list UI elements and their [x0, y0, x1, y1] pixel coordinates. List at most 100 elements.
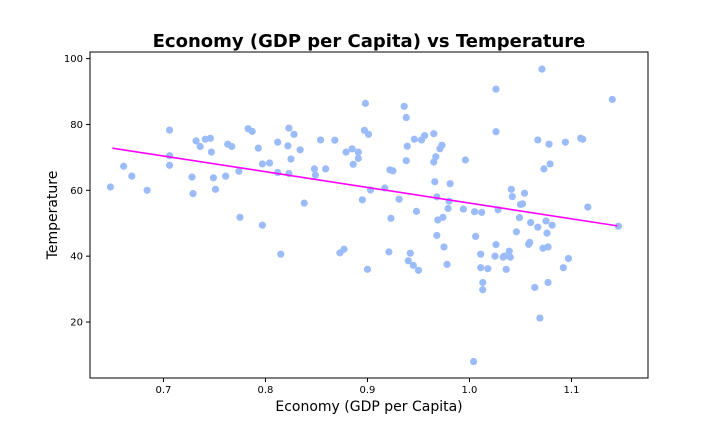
- x-axis: 0.7 0.8 0.9 1.0 1.1: [155, 378, 579, 396]
- data-point: [410, 135, 418, 143]
- data-point: [506, 253, 514, 261]
- data-point: [443, 260, 451, 268]
- y-axis: 20 40 60 80 100: [64, 54, 90, 329]
- plot-frame: [89, 51, 649, 379]
- data-point: [507, 185, 515, 193]
- data-point: [196, 142, 204, 151]
- y-tick-label: 40: [70, 252, 83, 263]
- data-point: [420, 132, 429, 140]
- data-point: [459, 205, 467, 213]
- y-tick-label: 80: [70, 120, 83, 131]
- chart-title: Economy (GDP per Capita) vs Temperature: [153, 31, 586, 52]
- data-point: [540, 165, 548, 173]
- data-point: [500, 252, 508, 260]
- data-point: [165, 161, 174, 169]
- data-point: [544, 278, 552, 287]
- data-point: [472, 232, 480, 241]
- y-tick-label: 60: [70, 186, 83, 197]
- data-point: [479, 278, 487, 287]
- data-point: [404, 257, 412, 265]
- x-tick-label: 0.8: [258, 385, 274, 396]
- x-tick-label: 0.9: [360, 385, 376, 396]
- data-point: [431, 178, 439, 186]
- y-axis-label: Temperature: [45, 171, 61, 261]
- data-point: [106, 183, 115, 191]
- data-point: [512, 228, 521, 236]
- data-point: [354, 148, 362, 156]
- data-point: [209, 174, 218, 182]
- data-point: [258, 221, 266, 229]
- x-tick-label: 1.1: [564, 385, 580, 396]
- data-point: [445, 197, 453, 205]
- data-point: [222, 172, 230, 180]
- data-point: [444, 204, 452, 213]
- data-point: [120, 162, 128, 170]
- data-point: [363, 265, 372, 273]
- data-point: [331, 136, 339, 144]
- data-point: [564, 254, 573, 263]
- data-point: [385, 248, 393, 256]
- data-point: [536, 314, 544, 322]
- data-point: [538, 65, 546, 73]
- data-point: [527, 218, 535, 227]
- data-point: [502, 265, 510, 273]
- data-point: [192, 137, 200, 145]
- data-point: [526, 238, 534, 246]
- data-point: [505, 247, 513, 255]
- data-point: [477, 250, 485, 258]
- y-tick-label: 100: [64, 54, 83, 65]
- data-point: [477, 264, 485, 272]
- data-point: [358, 196, 366, 204]
- data-point: [409, 261, 417, 269]
- data-point: [584, 203, 592, 211]
- data-point: [364, 130, 373, 138]
- data-point: [508, 192, 516, 201]
- data-point: [348, 145, 356, 153]
- data-point: [128, 172, 136, 180]
- data-point: [544, 243, 552, 251]
- data-point: [228, 142, 236, 151]
- data-point: [400, 102, 408, 110]
- data-point: [446, 180, 454, 188]
- data-point: [349, 160, 357, 168]
- data-point: [491, 252, 499, 260]
- data-point: [479, 286, 487, 294]
- data-point: [484, 265, 492, 273]
- data-point: [310, 165, 319, 173]
- data-point: [207, 148, 215, 156]
- data-point: [461, 156, 470, 164]
- data-point: [285, 124, 293, 132]
- data-point: [165, 126, 174, 134]
- data-point: [614, 222, 623, 230]
- data-point: [322, 165, 330, 173]
- x-axis-label: Economy (GDP per Capita): [275, 399, 462, 415]
- data-point: [389, 167, 397, 175]
- data-point: [542, 217, 550, 225]
- data-point: [300, 199, 308, 207]
- data-point: [361, 99, 370, 107]
- data-point: [402, 157, 410, 165]
- data-point: [438, 141, 446, 149]
- data-point: [403, 142, 411, 150]
- data-point: [248, 127, 256, 135]
- data-point: [296, 146, 304, 154]
- data-point: [258, 160, 266, 168]
- data-point: [546, 160, 554, 168]
- data-point: [206, 134, 214, 142]
- data-point: [311, 171, 320, 179]
- data-point: [189, 189, 197, 198]
- data-point: [342, 148, 350, 156]
- data-point: [412, 207, 421, 215]
- y-tick-label: 20: [70, 318, 83, 329]
- data-point: [354, 154, 362, 162]
- data-point: [340, 245, 348, 253]
- data-point: [254, 144, 262, 152]
- trend-line: [112, 147, 618, 227]
- data-point: [236, 213, 244, 221]
- data-point: [433, 231, 441, 240]
- data-point: [534, 223, 542, 231]
- data-point: [439, 213, 447, 221]
- data-point: [316, 136, 325, 144]
- data-point: [579, 135, 587, 143]
